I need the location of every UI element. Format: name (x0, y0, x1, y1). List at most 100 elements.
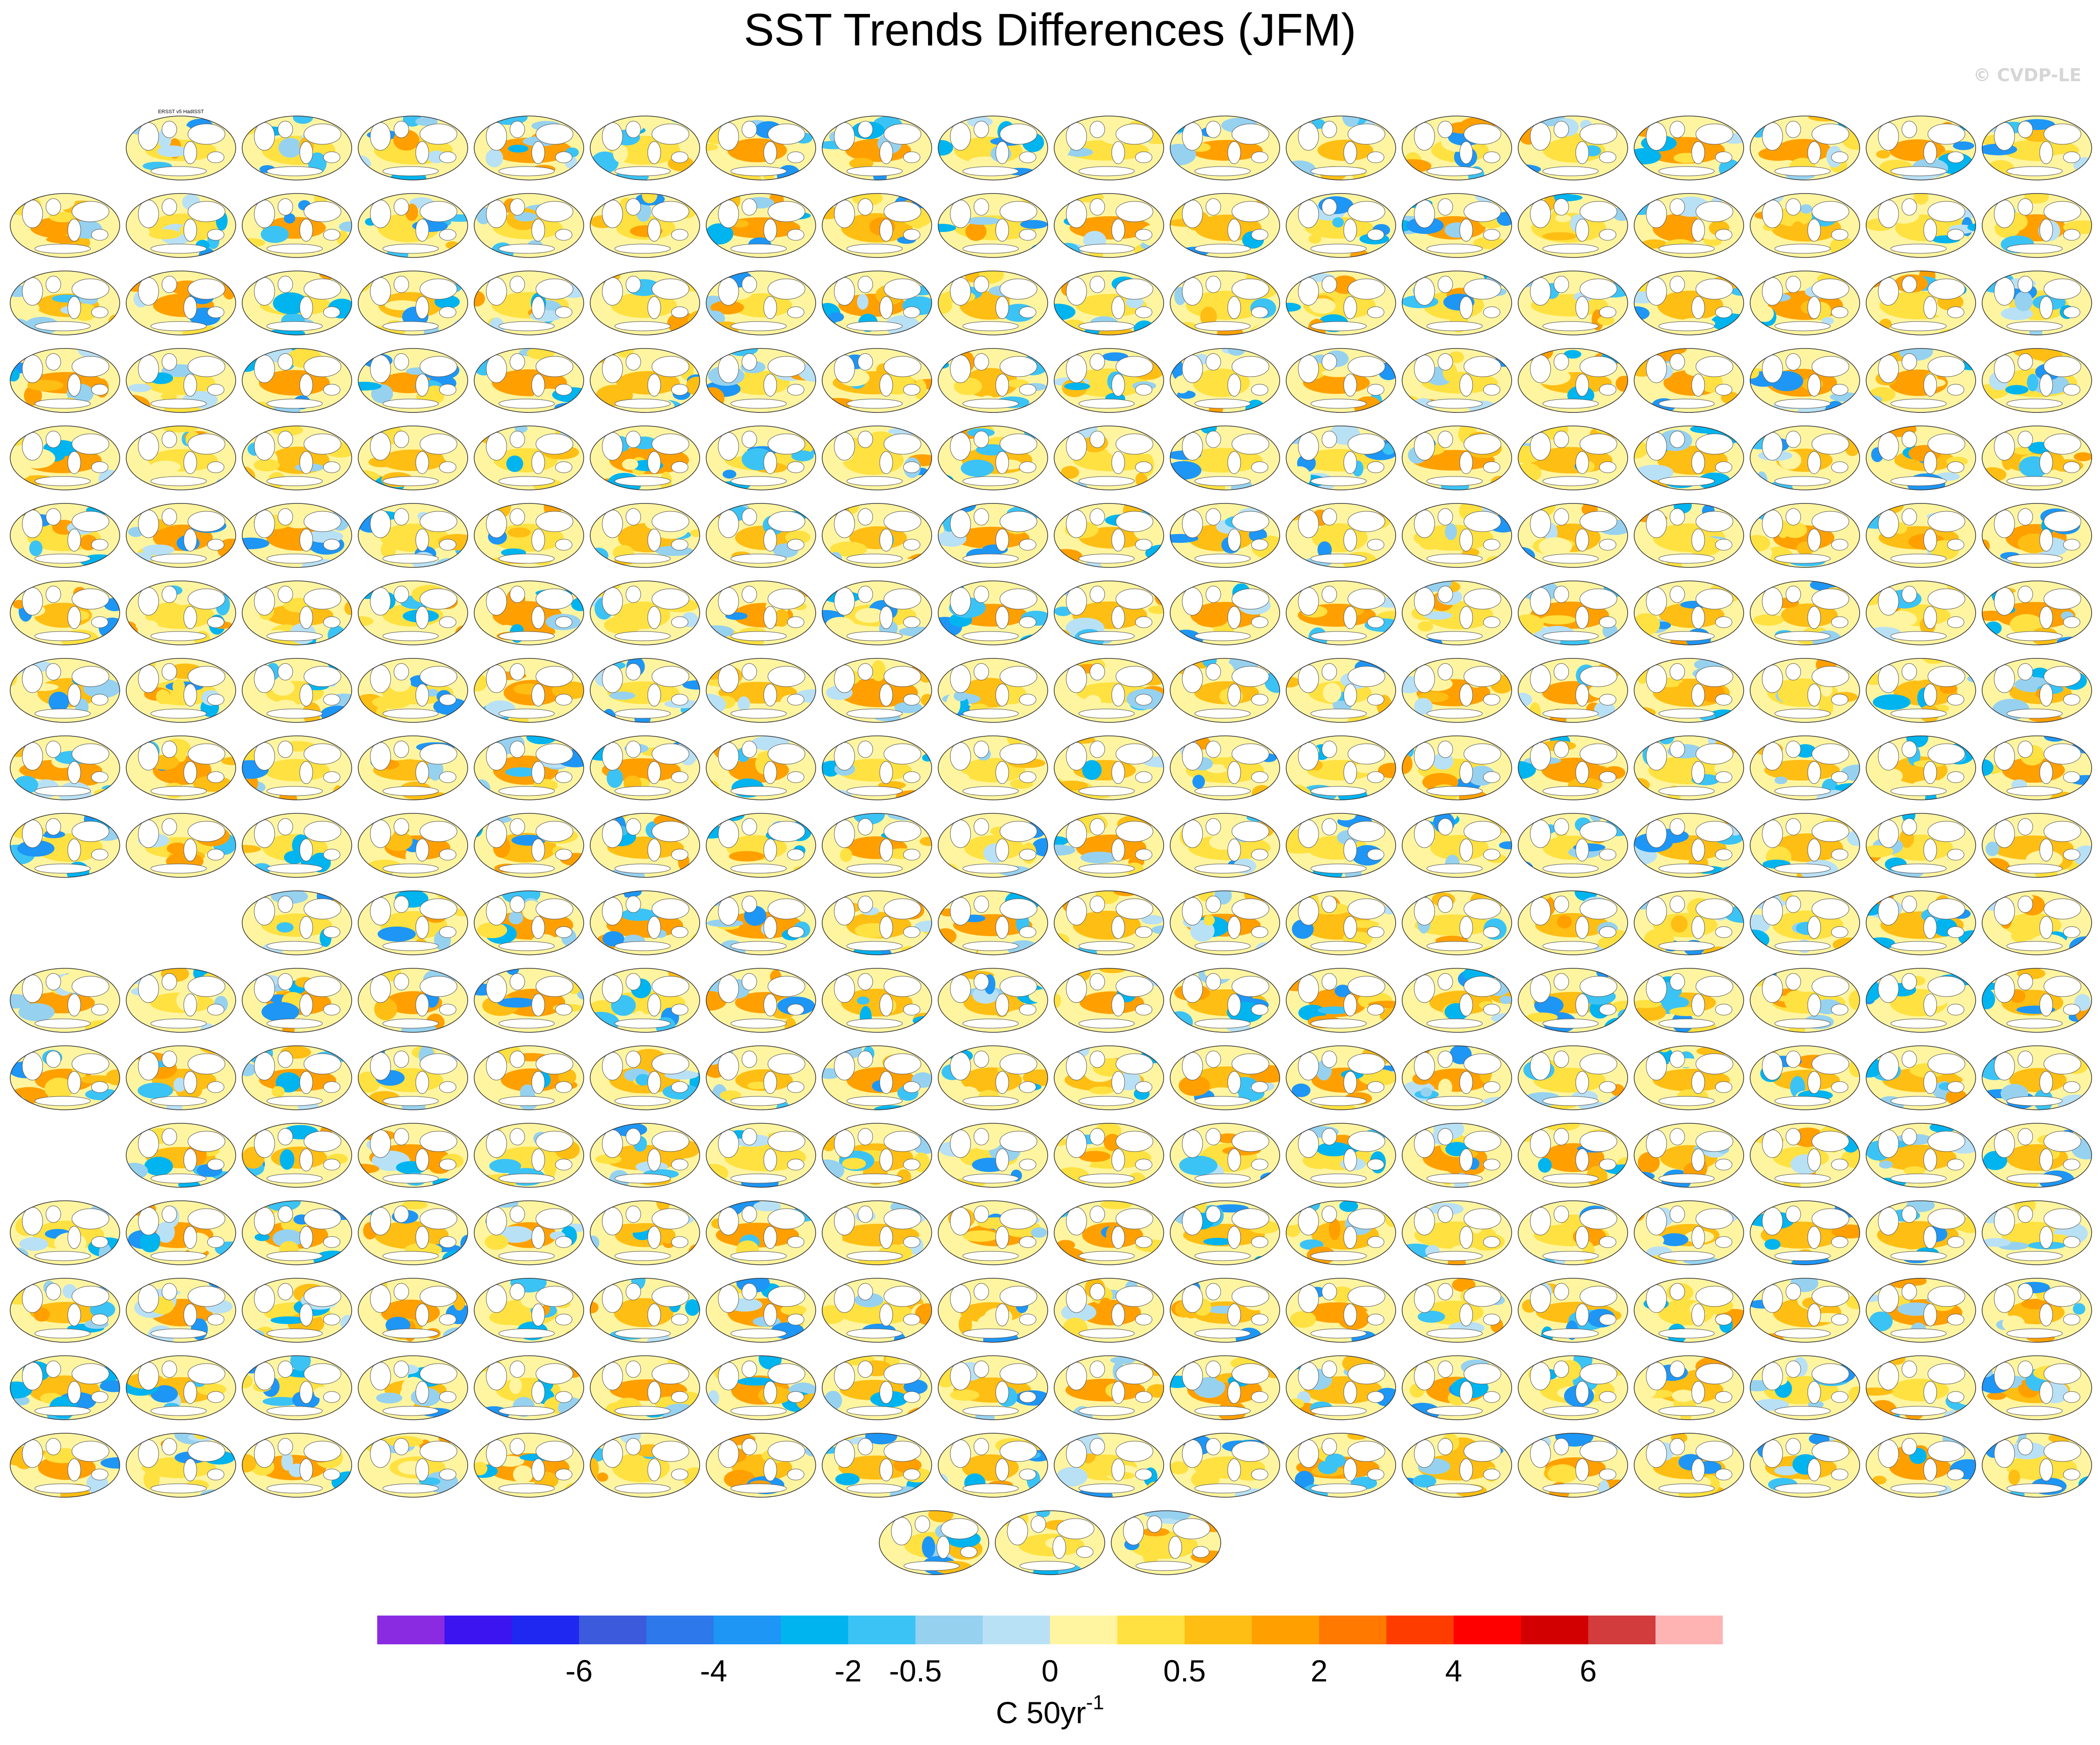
map-panel (10, 735, 120, 800)
map-panel (1866, 270, 1976, 335)
map-panel (1402, 1355, 1512, 1420)
map-panel (706, 348, 816, 413)
map-panel (10, 1278, 120, 1343)
map-panel (1866, 1200, 1976, 1265)
map-panel (1518, 890, 1628, 955)
map-panel (358, 1355, 468, 1420)
map-panel (358, 270, 468, 335)
map-panel (938, 580, 1048, 645)
map-panel (1750, 658, 1860, 723)
map-panel (242, 968, 352, 1033)
map-panel (706, 116, 816, 180)
map-panel (590, 270, 700, 335)
map-panel (1402, 1278, 1512, 1343)
map-panel (10, 193, 120, 258)
map-panel (358, 503, 468, 568)
map-panel (126, 270, 236, 335)
map-panel (1286, 348, 1396, 413)
map-panel (474, 270, 584, 335)
map-panel (1170, 580, 1280, 645)
map-panel (822, 890, 932, 955)
map-panel (10, 1200, 120, 1265)
map-panel (1170, 813, 1280, 878)
map-panel (242, 735, 352, 800)
map-panel (1518, 658, 1628, 723)
map-panel (474, 735, 584, 800)
map-panel (474, 968, 584, 1033)
map-panel (822, 425, 932, 490)
map-panel (1750, 1355, 1860, 1420)
map-panel (822, 735, 932, 800)
map-panel (1054, 1278, 1164, 1343)
map-panel (1518, 348, 1628, 413)
map-panel (358, 1200, 468, 1265)
map-panel (590, 968, 700, 1033)
map-panel (358, 348, 468, 413)
map-panel (590, 1433, 700, 1498)
map-panel (1170, 348, 1280, 413)
map-panel (1634, 890, 1744, 955)
map-panel (1402, 1433, 1512, 1498)
map-panel (1634, 193, 1744, 258)
map-panel (474, 1278, 584, 1343)
map-panel (358, 116, 468, 180)
map-panel (1866, 658, 1976, 723)
map-panel (10, 658, 120, 723)
map-panel (938, 968, 1048, 1033)
map-panel (1518, 735, 1628, 800)
map-panel (1982, 503, 2092, 568)
map-panel (1054, 503, 1164, 568)
map-panel (10, 1045, 120, 1110)
map-panel (242, 193, 352, 258)
map-panel (1170, 1045, 1280, 1110)
map-panel (1866, 425, 1976, 490)
map-panel (706, 1045, 816, 1110)
map-panel (1750, 1045, 1860, 1110)
map-panel (938, 425, 1048, 490)
map-panel (706, 1200, 816, 1265)
map-panel (938, 1200, 1048, 1265)
map-panel (1750, 1278, 1860, 1343)
map-panel (938, 1123, 1048, 1188)
map-panel (1170, 503, 1280, 568)
map-panel (879, 1510, 989, 1575)
map-panel (1518, 116, 1628, 180)
map-panel (10, 270, 120, 335)
map-panel (126, 193, 236, 258)
map-panel (938, 1045, 1048, 1110)
map-panel (1750, 1200, 1860, 1265)
map-panel (474, 1123, 584, 1188)
map-panel (1286, 193, 1396, 258)
map-panel (706, 580, 816, 645)
map-panel (1750, 193, 1860, 258)
map-panel (706, 658, 816, 723)
map-panel (1634, 813, 1744, 878)
map-panel (938, 658, 1048, 723)
map-panel (1170, 1123, 1280, 1188)
map-panel (1866, 193, 1976, 258)
map-panel (1982, 658, 2092, 723)
map-panel (1518, 968, 1628, 1033)
map-panel (1866, 968, 1976, 1033)
map-panel (706, 813, 816, 878)
map-panel (1054, 1433, 1164, 1498)
map-panel (1402, 1123, 1512, 1188)
map-panel (1518, 193, 1628, 258)
map-panel (474, 1200, 584, 1265)
map-panel (1402, 348, 1512, 413)
map-panel (242, 658, 352, 723)
map-panel (358, 1433, 468, 1498)
map-panel (126, 735, 236, 800)
map-panel (1170, 658, 1280, 723)
map-panel (242, 503, 352, 568)
map-panel (1286, 503, 1396, 568)
map-panel (1634, 1433, 1744, 1498)
map-panel (590, 425, 700, 490)
map-panel (938, 193, 1048, 258)
map-panel (1054, 1045, 1164, 1110)
map-panel (1982, 425, 2092, 490)
map-panel (1054, 193, 1164, 258)
map-panel (1866, 1433, 1976, 1498)
map-panel (242, 1123, 352, 1188)
map-panel (1982, 813, 2092, 878)
